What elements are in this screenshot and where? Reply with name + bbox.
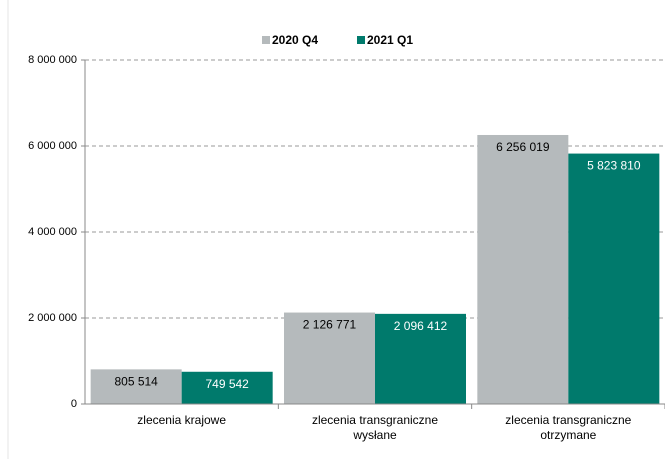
- y-tick-label: 8 000 000: [28, 54, 77, 66]
- y-tick-label: 0: [71, 398, 77, 410]
- legend-label: 2020 Q4: [272, 33, 318, 47]
- x-tick-label: zlecenia transgraniczne otrzymane: [505, 413, 631, 442]
- data-label: 6 256 019: [496, 140, 550, 154]
- data-label: 2 096 412: [394, 319, 448, 333]
- x-tick-line: zlecenia transgraniczne: [505, 413, 631, 427]
- legend-swatch: [357, 36, 365, 44]
- bar: [90, 369, 182, 404]
- x-tick-line: otrzymane: [540, 428, 596, 442]
- y-tick-label: 4 000 000: [28, 226, 77, 238]
- bar: [181, 371, 273, 404]
- bar: [477, 134, 569, 404]
- data-label: 5 823 810: [587, 159, 641, 173]
- data-label: 749 542: [205, 377, 249, 391]
- x-tick-line: zlecenia krajowe: [137, 413, 226, 427]
- data-label: 805 514: [114, 375, 158, 389]
- y-tick-label: 6 000 000: [28, 140, 77, 152]
- data-label: 2 126 771: [303, 318, 357, 332]
- x-tick-line: wysłane: [352, 428, 397, 442]
- y-tick-label: 2 000 000: [28, 312, 77, 324]
- bar: [284, 312, 375, 404]
- legend-swatch: [262, 36, 270, 44]
- x-tick-label: zlecenia transgraniczne wysłane: [312, 413, 438, 442]
- x-tick-label: zlecenia krajowe: [137, 413, 226, 427]
- x-tick-line: zlecenia transgraniczne: [312, 413, 438, 427]
- legend-label: 2021 Q1: [367, 33, 413, 47]
- bar: [375, 313, 466, 404]
- bar: [568, 153, 660, 404]
